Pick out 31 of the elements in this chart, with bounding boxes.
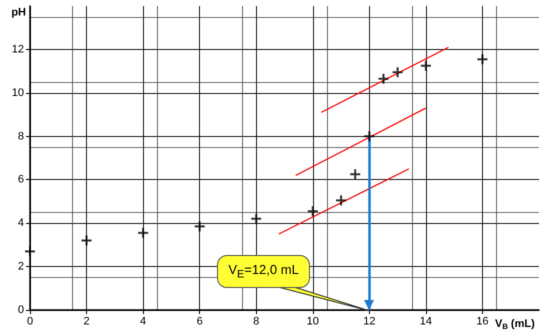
y-axis-title: pH	[11, 6, 26, 18]
point	[350, 169, 360, 180]
x-tick-label: 14	[420, 316, 432, 328]
point	[477, 54, 488, 64]
y-tick-label: 12	[12, 43, 24, 56]
point	[364, 131, 374, 142]
point	[420, 60, 431, 71]
x-tick-label: 2	[83, 316, 90, 328]
y-tick-label: 6	[18, 174, 24, 186]
point	[82, 236, 92, 246]
point	[392, 67, 403, 78]
x-tick-label: 0	[26, 316, 34, 328]
ref-line-label: V$_{E}$=12,0 mL	[217, 255, 310, 288]
point	[308, 206, 318, 216]
y-tick-label: 2	[18, 260, 24, 273]
x-tick-label: 10	[306, 316, 319, 328]
x-tick-label: 6	[196, 316, 203, 328]
y-tick-label: 0	[18, 304, 24, 316]
y-tick-label: 4	[18, 217, 24, 230]
x-tick-label: 12	[363, 316, 376, 328]
y-tick-label: 8	[18, 130, 24, 142]
point	[251, 214, 262, 224]
point	[25, 246, 35, 256]
x-tick-label: 8	[253, 316, 260, 328]
point	[194, 221, 205, 232]
x-tick-label: 4	[140, 316, 146, 328]
y-tick-label: 10	[12, 86, 24, 99]
point	[138, 228, 148, 238]
x-tick-label: 16	[476, 316, 489, 328]
point	[378, 74, 388, 84]
point	[336, 195, 346, 206]
